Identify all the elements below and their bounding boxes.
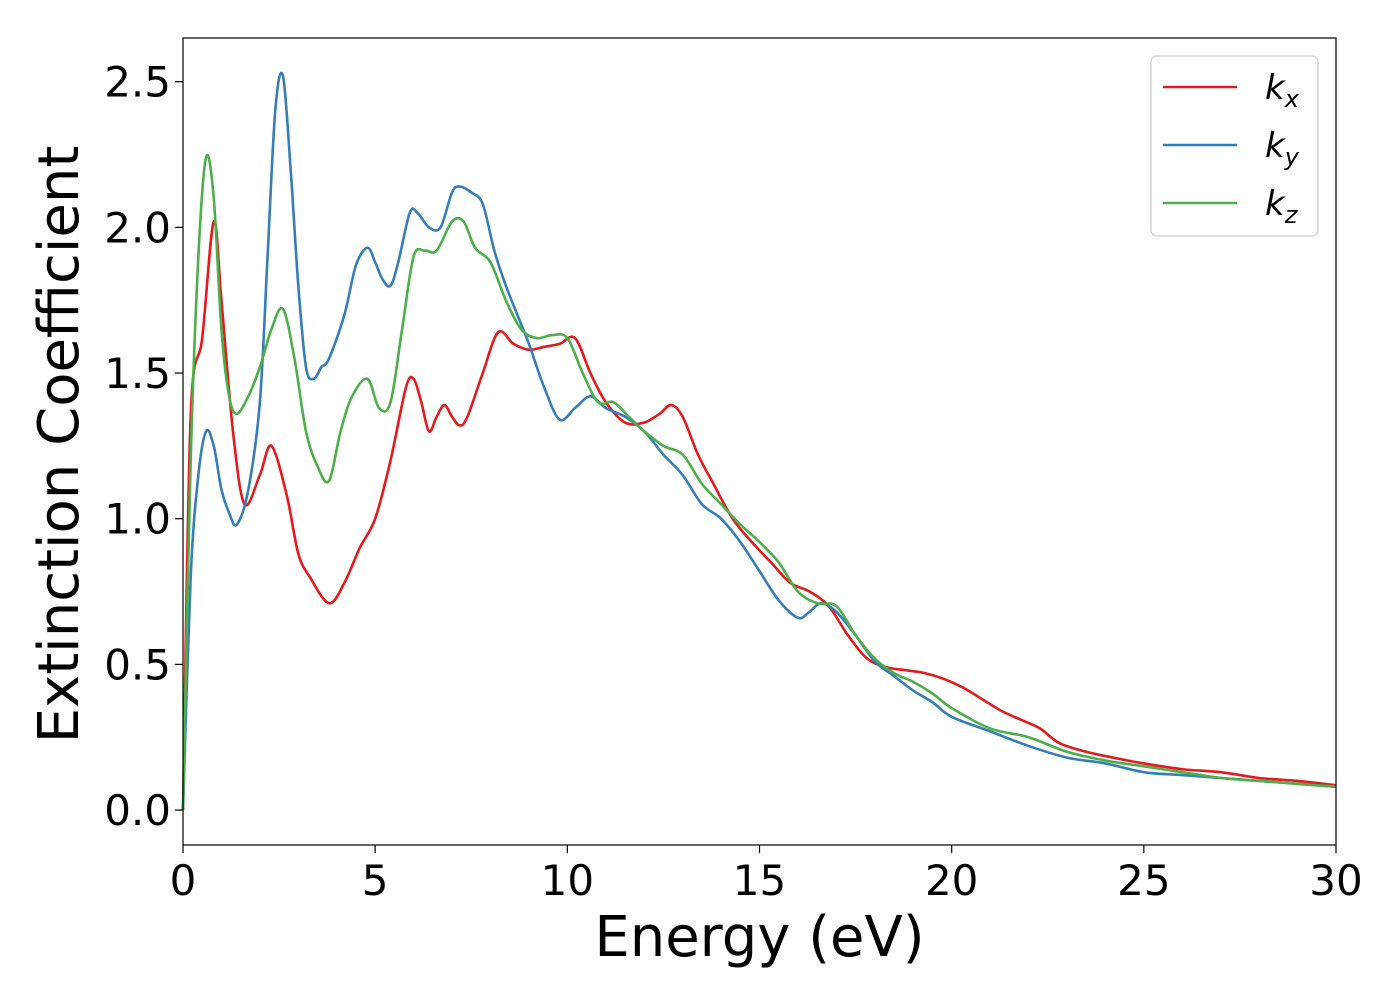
x-tick-label: 5	[362, 856, 389, 905]
legend-label-kx: kx	[1265, 68, 1300, 113]
plot-area	[183, 38, 1336, 845]
y-tick-label: 1.0	[104, 495, 171, 544]
x-tick-label: 20	[925, 856, 978, 905]
y-tick-label: 2.5	[104, 58, 171, 107]
legend-label-kz: kz	[1265, 184, 1299, 229]
series-line-ky	[181, 71, 1337, 811]
y-tick-label: 0.0	[104, 786, 171, 835]
legend: kx ky kz	[1150, 55, 1319, 237]
series-line-kz	[181, 153, 1337, 811]
y-axis-ticks: 0.0 0.5 1.0 1.5 2.0 2.5	[104, 58, 183, 835]
x-tick-label: 25	[1117, 856, 1170, 905]
series-layer	[181, 71, 1337, 811]
x-axis-title: Energy (eV)	[594, 905, 924, 970]
x-tick-label: 30	[1309, 856, 1362, 905]
x-axis-ticks: 0 5 10 15 20 25 30	[170, 845, 1363, 905]
series-line-kx	[181, 219, 1337, 811]
y-tick-label: 1.5	[104, 349, 171, 398]
y-axis-title: Extinction Coefficient	[27, 146, 92, 744]
x-tick-label: 15	[733, 856, 786, 905]
x-tick-label: 0	[170, 856, 197, 905]
y-tick-label: 2.0	[104, 203, 171, 252]
legend-label-ky: ky	[1265, 126, 1300, 171]
x-tick-label: 10	[541, 856, 594, 905]
y-tick-label: 0.5	[104, 640, 171, 689]
